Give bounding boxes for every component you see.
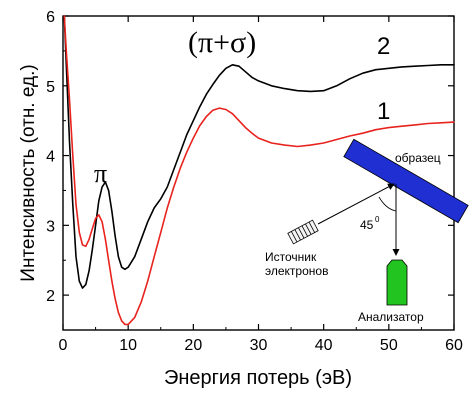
- sample-plate: [343, 138, 469, 224]
- source-label-line1: Источник: [265, 250, 317, 264]
- sample-label: образец: [395, 151, 441, 165]
- x-tick-label: 50: [380, 337, 398, 354]
- y-tick-label: 6: [46, 9, 55, 26]
- y-tick-label: 5: [46, 79, 55, 96]
- series-line-1: [63, 15, 455, 326]
- experiment-schematic: образец 45 0 Источник электронов Анализа…: [265, 138, 469, 324]
- data-curves: [63, 15, 455, 326]
- angle-label: 45: [360, 218, 374, 232]
- source-label-line2: электронов: [265, 264, 328, 278]
- electron-source: [287, 219, 319, 245]
- y-axis-label: Интенсивность (отн. ед.): [18, 64, 39, 281]
- x-tick-label: 20: [184, 337, 202, 354]
- y-tick-label: 2: [46, 288, 55, 305]
- angle-degree: 0: [375, 215, 380, 224]
- x-tick-label: 30: [250, 337, 268, 354]
- x-tick-label: 60: [445, 337, 463, 354]
- x-tick-label: 0: [59, 337, 68, 354]
- series-line-2: [63, 15, 455, 289]
- pi-sigma-annotation: (π+σ): [188, 26, 256, 59]
- x-axis-label: Энергия потерь (эВ): [164, 367, 352, 389]
- x-tick-label: 10: [119, 337, 137, 354]
- pi-annotation: π: [94, 159, 107, 188]
- x-tick-label: 40: [315, 337, 333, 354]
- analyzer-body: [386, 259, 408, 306]
- series-label-1: 1: [377, 98, 390, 125]
- incident-beam: [317, 183, 395, 225]
- y-tick-label: 4: [46, 149, 55, 166]
- analyzer-label: Анализатор: [358, 310, 424, 324]
- angle-arc: [378, 196, 397, 212]
- series-label-2: 2: [377, 33, 390, 60]
- y-tick-label: 3: [46, 218, 55, 235]
